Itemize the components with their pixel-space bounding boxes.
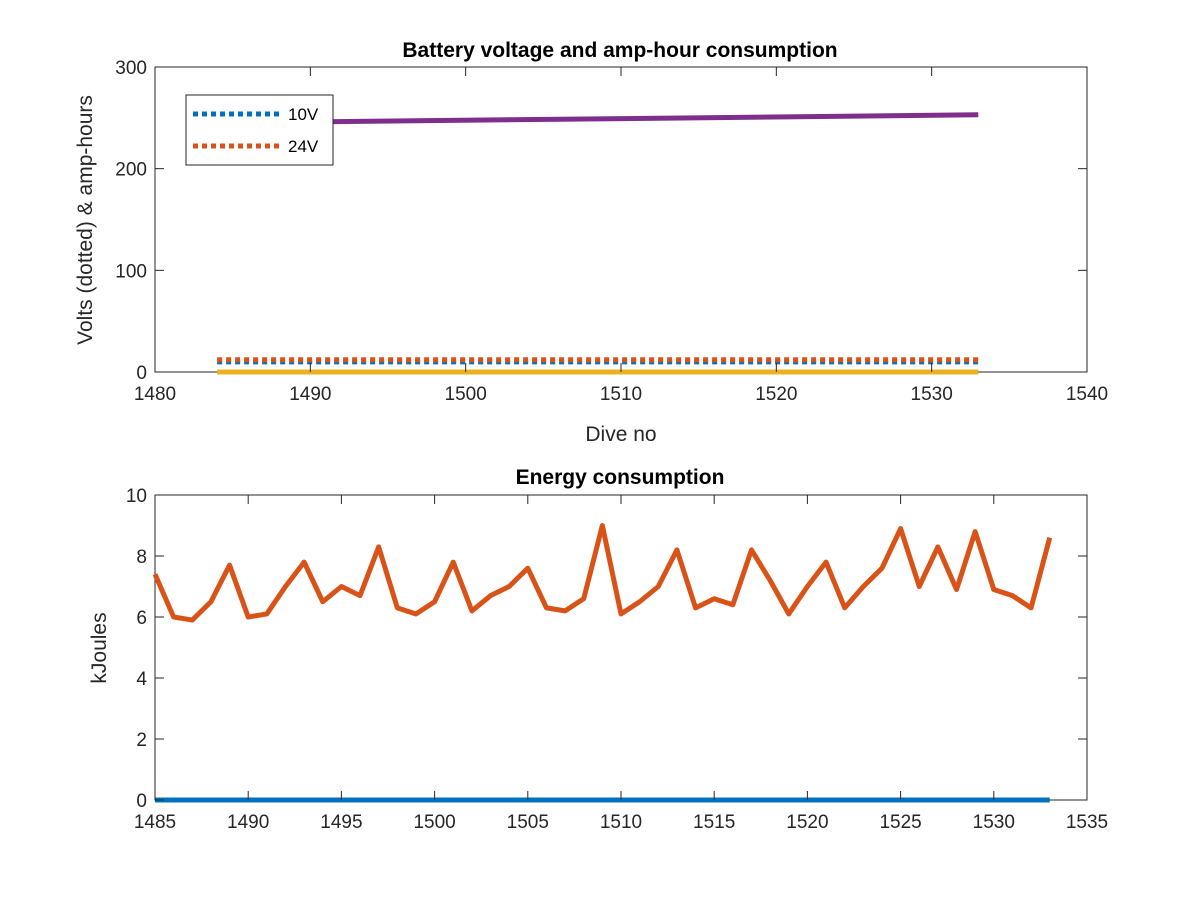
energy-x-tick-label: 1510 — [600, 812, 642, 833]
energy-y-tick-label: 2 — [136, 730, 147, 751]
legend-label-24v: 24V — [288, 137, 319, 156]
energy-x-tick-label: 1515 — [693, 812, 735, 833]
voltage-x-tick-label: 1490 — [289, 384, 331, 405]
energy-x-tick-label: 1500 — [413, 812, 455, 833]
legend: 10V 24V — [185, 94, 334, 166]
voltage-x-tick-label: 1520 — [755, 384, 797, 405]
voltage-x-tick-label: 1540 — [1066, 384, 1108, 405]
energy-y-tick-label: 4 — [136, 669, 147, 690]
legend-label-10v: 10V — [288, 105, 319, 124]
energy-series-line-2 — [152, 523, 1053, 623]
energy-y-axis-label: kJoules — [88, 612, 111, 683]
voltage-y-tick-label: 0 — [136, 363, 147, 384]
voltage-x-axis-label: Dive no — [585, 423, 656, 446]
voltage-y-tick-label: 300 — [115, 58, 147, 79]
energy-y-tick-label: 0 — [136, 791, 147, 812]
energy-x-tick-label: 1495 — [320, 812, 362, 833]
energy-y-tick-label: 10 — [126, 486, 147, 507]
energy-x-tick-label: 1520 — [786, 812, 828, 833]
voltage-series-line-4 — [217, 112, 979, 126]
energy-plot-area — [154, 494, 1088, 801]
voltage-y-axis-label: Volts (dotted) & amp-hours — [74, 95, 97, 345]
energy-x-tick-label: 1525 — [879, 812, 921, 833]
voltage-x-tick-label: 1530 — [911, 384, 953, 405]
energy-y-tick-label: 6 — [136, 608, 147, 629]
voltage-chart-title: Battery voltage and amp-hour consumption — [402, 39, 837, 62]
voltage-x-tick-label: 1510 — [600, 384, 642, 405]
voltage-x-tick-label: 1480 — [134, 384, 176, 405]
energy-x-tick-label: 1485 — [134, 812, 176, 833]
energy-x-tick-label: 1505 — [507, 812, 549, 833]
voltage-y-tick-label: 200 — [115, 160, 147, 181]
voltage-panel: Battery voltage and amp-hour consumption… — [74, 39, 1108, 446]
voltage-y-tick-label: 100 — [115, 261, 147, 282]
energy-x-tick-label: 1535 — [1066, 812, 1108, 833]
energy-x-tick-label: 1530 — [973, 812, 1015, 833]
legend-box — [185, 94, 334, 166]
energy-chart-title: Energy consumption — [516, 466, 725, 489]
energy-panel: Energy consumption 1485 1490 1495 1500 1505 1… — [88, 466, 1108, 833]
energy-x-tick-label: 1490 — [227, 812, 269, 833]
energy-y-tick-label: 8 — [136, 547, 147, 568]
voltage-x-tick-label: 1500 — [445, 384, 487, 405]
